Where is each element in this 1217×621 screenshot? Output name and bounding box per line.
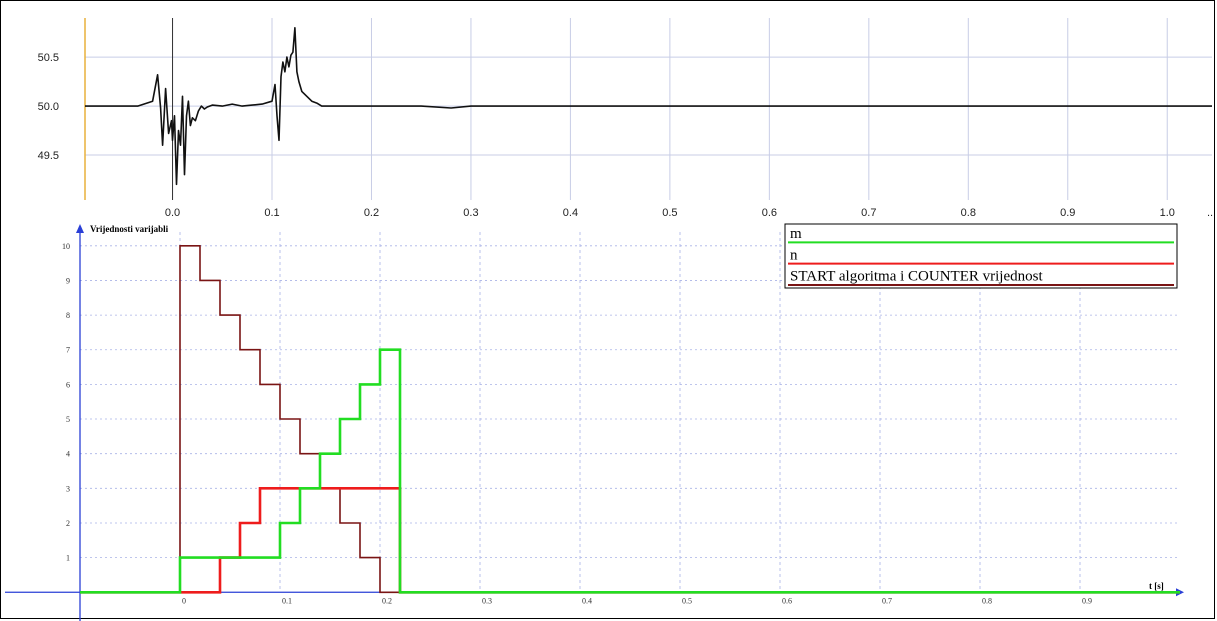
frequency-x-tick-label: 0.6 bbox=[762, 207, 777, 219]
series-line-start-algoritma-i-counter-vrijednost bbox=[80, 245, 1180, 594]
frequency-x-tick-label: 0.9 bbox=[1060, 207, 1075, 219]
variables-chart-legend: mn START algoritma i COUNTER vrijednost bbox=[784, 223, 1178, 289]
frequency-x-tick-label: 1.0 bbox=[1160, 207, 1175, 219]
frequency-chart-grid bbox=[85, 18, 1212, 200]
variables-x-tick-label: 0.4 bbox=[582, 596, 592, 605]
variables-chart-tick-labels: 0 0.1 0.2 0.3 0.4 0.5 0.6 0.7 0.8 0.9 1 2 3 4 5 6 7 8 9 10 bbox=[62, 242, 1092, 605]
frequency-x-tick-label: 0.1 bbox=[264, 207, 279, 219]
variables-y-tick-label: 4 bbox=[66, 450, 70, 459]
frequency-y-tick-label: 49.5 bbox=[38, 150, 59, 162]
variables-x-tick-label: 0.8 bbox=[982, 596, 992, 605]
frequency-chart-series bbox=[85, 26, 1212, 186]
variables-x-tick-label: 0.3 bbox=[482, 596, 492, 605]
variables-chart-grid bbox=[80, 232, 1180, 593]
variables-y-tick-label: 3 bbox=[66, 484, 70, 493]
frequency-y-tick-label: 50.5 bbox=[38, 52, 59, 64]
frequency-chart: 0.0 0.1 0.2 0.3 0.4 0.5 0.6 0.7 0.8 0.9 1.0 49.5 50.… bbox=[38, 18, 1214, 219]
variables-x-tick-label: 0.5 bbox=[682, 596, 692, 605]
variables-y-tick-label: 7 bbox=[66, 346, 70, 355]
frequency-y-tick-label: 50.0 bbox=[38, 101, 59, 113]
variables-chart-series bbox=[80, 245, 1180, 594]
series-line-m bbox=[80, 348, 1180, 594]
variables-chart: 0 0.1 0.2 0.3 0.4 0.5 0.6 0.7 0.8 0.912345678910 … bbox=[5, 223, 1184, 621]
variables-y-tick-label: 5 bbox=[66, 415, 70, 424]
variables-x-tick-label: 0.7 bbox=[882, 596, 892, 605]
variables-x-tick-label: 0.6 bbox=[782, 596, 792, 605]
variables-y-tick-label: 2 bbox=[66, 519, 70, 528]
frequency-x-tick-label: 0.2 bbox=[364, 207, 379, 219]
variables-y-tick-label: 9 bbox=[66, 276, 70, 285]
frequency-x-tick-label: 0.4 bbox=[563, 207, 578, 219]
legend-label-m: m bbox=[790, 226, 802, 242]
variables-x-tick-label: 0 bbox=[182, 596, 186, 605]
variables-x-tick-label: 0.1 bbox=[282, 596, 292, 605]
frequency-x-tick-label: 0.8 bbox=[961, 207, 976, 219]
frequency-series-line bbox=[85, 26, 1212, 186]
variables-chart-x-axis-label: t [s] bbox=[1149, 581, 1164, 591]
frequency-x-tick-label: 0.7 bbox=[861, 207, 876, 219]
frequency-chart-tick-labels: 0.0 0.1 0.2 0.3 0.4 0.5 0.6 0.7 0.8 0.9 1.0 49.5 50.… bbox=[38, 52, 1214, 219]
legend-box bbox=[784, 223, 1178, 289]
legend-label-start-algoritma-i-counter-vrijednost: START algoritma i COUNTER vrijednost bbox=[790, 269, 1043, 285]
frequency-x-tick-label: 0.0 bbox=[165, 207, 180, 219]
series-line-n bbox=[80, 486, 1180, 594]
variables-y-tick-label: 8 bbox=[66, 311, 70, 320]
frequency-x-tick-label: 0.5 bbox=[662, 207, 677, 219]
variables-y-tick-label: 1 bbox=[66, 554, 70, 563]
variables-x-tick-label: 0.2 bbox=[382, 596, 392, 605]
frequency-chart-axes bbox=[84, 18, 174, 200]
frequency-x-axis-overflow: .. bbox=[1207, 207, 1213, 219]
legend-label-n: n bbox=[790, 247, 798, 263]
variables-y-tick-label: 6 bbox=[66, 380, 70, 389]
variables-y-tick-label: 10 bbox=[62, 242, 70, 251]
frequency-x-tick-label: 0.3 bbox=[463, 207, 478, 219]
variables-x-tick-label: 0.9 bbox=[1082, 596, 1092, 605]
variables-chart-y-axis-label: Vrijednosti varijabli bbox=[90, 224, 169, 234]
variables-y-axis-arrow bbox=[76, 224, 84, 233]
